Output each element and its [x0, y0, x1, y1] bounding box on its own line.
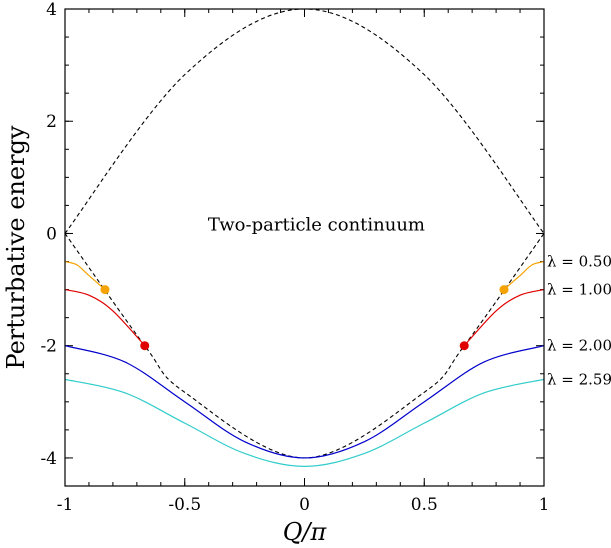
- series-line: [64, 378, 545, 467]
- continuum-lower-boundary: [64, 233, 545, 459]
- x-tick-label: -0.5: [168, 495, 201, 515]
- continuum-upper-boundary: [64, 8, 545, 234]
- y-axis-title: Perturbative energy: [2, 125, 30, 369]
- x-tick-label: 0.5: [411, 495, 438, 515]
- endpoint-marker: [140, 341, 150, 351]
- y-tick-label: 2: [46, 112, 57, 132]
- series-line: [64, 289, 146, 347]
- x-tick-label: -1: [57, 495, 74, 515]
- lambda-labels: λ = 0.50 λ = 1.00 λ = 2.00 λ = 2.59: [547, 253, 611, 389]
- tick-labels: -1 -0.5 0 0.5 1 4 2 0 -2 -4: [40, 0, 549, 515]
- y-tick-label: 0: [46, 224, 57, 244]
- axis-ticks: [64, 8, 545, 486]
- x-tick-label: 1: [539, 495, 550, 515]
- y-tick-label: -2: [40, 337, 57, 357]
- chart-markers: [100, 285, 509, 351]
- plot-frame: [64, 8, 545, 487]
- y-tick-label: -4: [40, 449, 57, 469]
- lambda-label: λ = 1.00: [547, 281, 611, 299]
- x-axis-title: Q/π: [283, 518, 328, 546]
- continuum-annotation: Two-particle continuum: [208, 215, 425, 236]
- lambda-label: λ = 2.59: [547, 370, 611, 388]
- lambda-label: λ = 2.00: [547, 337, 611, 355]
- series-line: [503, 260, 545, 291]
- y-tick-label: 4: [46, 0, 57, 20]
- series-line: [64, 345, 545, 459]
- series-line: [64, 260, 106, 291]
- series-line: [463, 289, 545, 347]
- chart-curves: [64, 8, 545, 467]
- lambda-label: λ = 0.50: [547, 253, 611, 271]
- endpoint-marker: [459, 341, 469, 351]
- x-tick-label: 0: [299, 495, 310, 515]
- endpoint-marker: [100, 285, 110, 295]
- endpoint-marker: [499, 285, 509, 295]
